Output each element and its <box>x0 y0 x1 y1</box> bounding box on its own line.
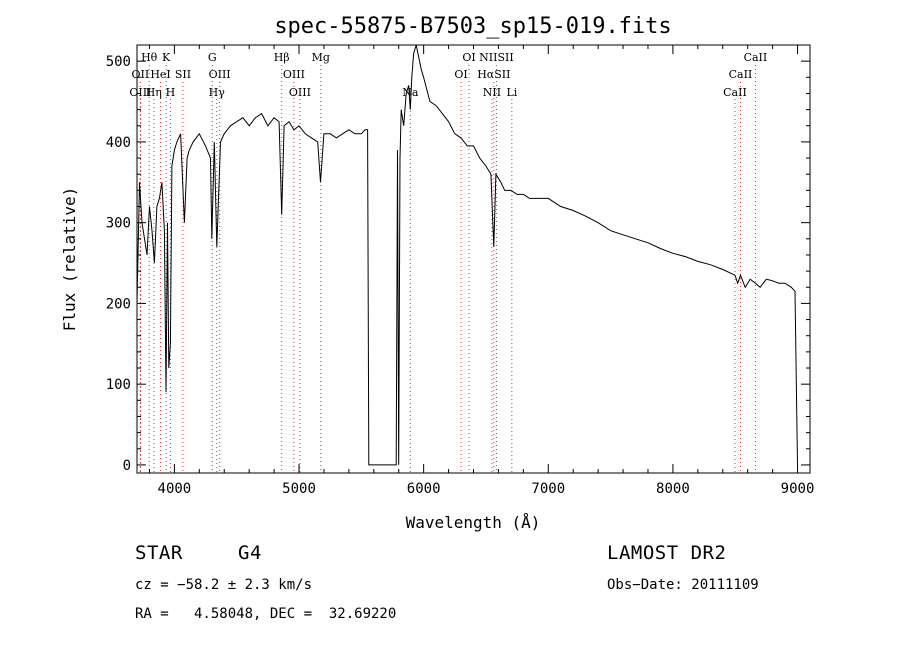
spectral-line-label: CaII <box>744 51 768 64</box>
object-subclass: G4 <box>238 542 262 564</box>
spectral-line-label: Hθ <box>141 51 158 64</box>
y-tick-label: 200 <box>106 296 131 312</box>
y-axis-label: Flux (relative) <box>60 187 79 332</box>
spectral-line-label: SII <box>175 68 191 81</box>
spectral-line-label: HeI <box>150 68 170 81</box>
spectral-line-label: HαSII <box>477 68 510 81</box>
spectral-line-label: K <box>162 51 171 64</box>
spectral-line-label: CaII <box>729 68 753 81</box>
spectrum-line <box>136 44 798 466</box>
spectral-line-label: OIII <box>289 86 311 99</box>
x-tick-label: 9000 <box>781 481 815 497</box>
spectral-line-label: Hγ <box>209 86 226 99</box>
spectral-line-label: Mg <box>312 51 330 64</box>
x-tick-label: 8000 <box>656 481 690 497</box>
survey-name: LAMOST DR2 <box>607 542 727 564</box>
spectral-line-label: NIISII <box>479 51 514 64</box>
spectral-line-label: OIII <box>283 68 305 81</box>
x-axis-label: Wavelength (Å) <box>406 513 541 532</box>
x-tick-label: 4000 <box>158 481 192 497</box>
spectral-line-label: OIII <box>129 86 151 99</box>
spectral-line-label: OI <box>454 68 467 81</box>
x-tick-label: 7000 <box>531 481 565 497</box>
x-tick-label: 6000 <box>407 481 441 497</box>
y-tick-label: 100 <box>106 377 131 393</box>
spectral-line-label: NII <box>483 86 501 99</box>
spectral-line-label: CaII <box>723 86 747 99</box>
spectral-line-label: Hβ <box>274 51 290 64</box>
spectral-line-label: OIII <box>209 68 231 81</box>
y-tick-label: 300 <box>106 216 131 232</box>
x-tick-label: 5000 <box>282 481 316 497</box>
y-tick-label: 0 <box>123 458 131 474</box>
spectral-line-markers <box>139 65 756 473</box>
axis-tick-labels: 4000 5000 6000 7000 8000 9000 0 100 200 300 400 500 <box>106 54 815 497</box>
sky-coordinates: RA = 4.58048, DEC = 32.69220 <box>135 606 397 622</box>
object-class: STAR <box>135 542 183 564</box>
plot-frame <box>136 44 811 474</box>
y-tick-label: 500 <box>106 54 131 70</box>
chart-title: spec-55875-B7503_sp15-019.fits <box>274 14 671 39</box>
spectral-line-label: OI <box>462 51 475 64</box>
spectral-line-label: OII <box>132 68 150 81</box>
spectral-line-label: Li <box>506 86 517 99</box>
y-tick-label: 400 <box>106 135 131 151</box>
redshift-velocity: cz = −58.2 ± 2.3 km/s <box>135 577 313 593</box>
observation-date: Obs−Date: 20111109 <box>607 577 759 593</box>
axis-ticks <box>137 45 810 473</box>
spectral-line-label: G <box>208 51 217 64</box>
spectral-line-label: H <box>166 86 176 99</box>
spectral-line-label: Hη <box>146 86 162 99</box>
